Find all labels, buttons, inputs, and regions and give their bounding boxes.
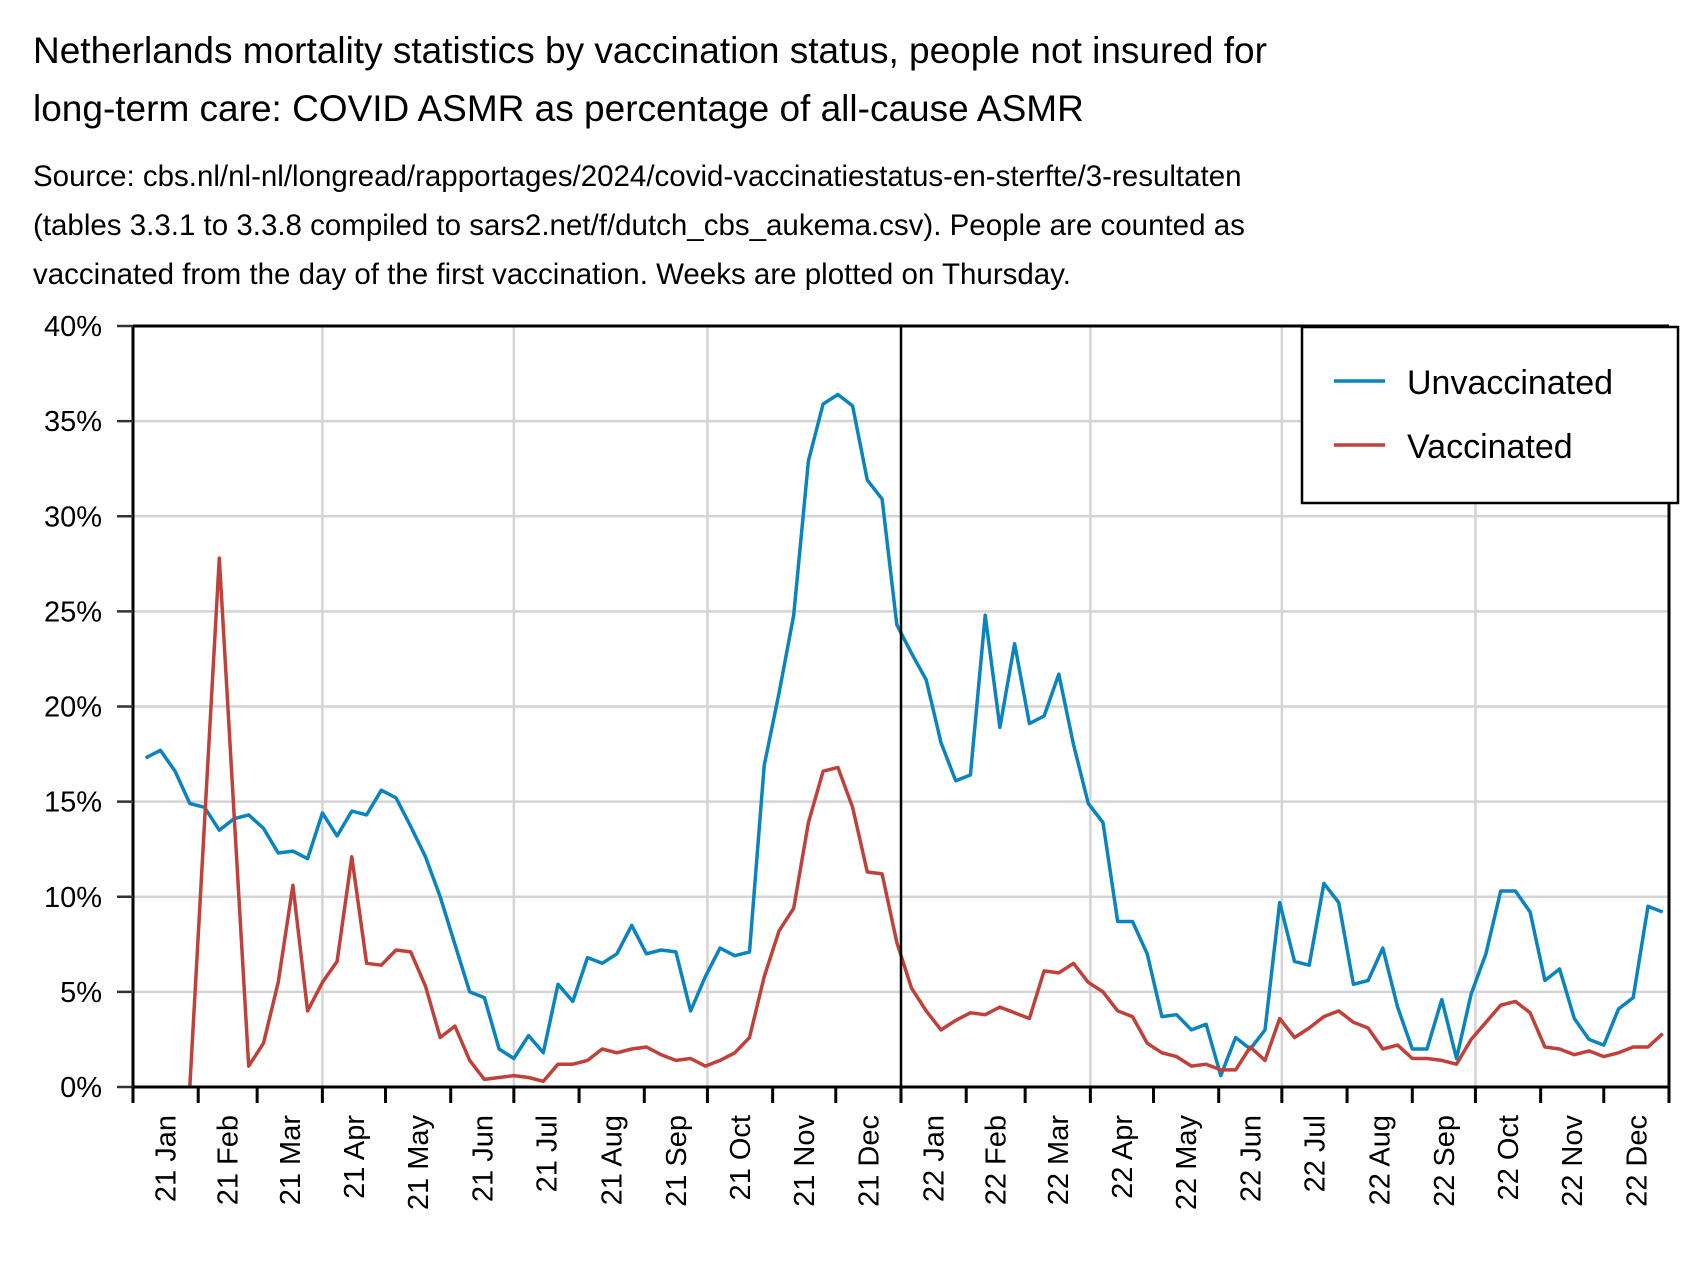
chart-subtitle: Source: cbs.nl/nl-nl/longread/rapportage… <box>33 152 1693 299</box>
chart-title-line: long-term care: COVID ASMR as percentage… <box>33 88 1084 129</box>
x-tick-label: 22 Nov <box>1557 1115 1589 1207</box>
x-tick-label: 21 Jun <box>467 1115 499 1202</box>
y-tick-label: 0% <box>60 1072 102 1104</box>
y-tick-label: 15% <box>44 787 102 819</box>
x-tick-label: 22 May <box>1171 1115 1203 1211</box>
x-tick-label: 21 Jan <box>151 1115 183 1202</box>
y-axis-ticks: 0% 5% 10% 15% 20% 25% 30% 35% 40% <box>44 311 133 1104</box>
legend-label-unvaccinated: Unvaccinated <box>1407 364 1613 402</box>
x-tick-label: 21 Apr <box>339 1115 371 1199</box>
x-tick-label: 22 Oct <box>1493 1115 1525 1200</box>
chart-subtitle-line: vaccinated from the day of the first vac… <box>33 258 1071 291</box>
x-tick-label: 22 Aug <box>1365 1115 1397 1205</box>
legend-label-vaccinated: Vaccinated <box>1407 428 1573 466</box>
x-tick-label: 21 Feb <box>213 1115 245 1205</box>
y-tick-label: 30% <box>44 501 102 533</box>
series-lines <box>144 392 1664 1088</box>
chart-title-line: Netherlands mortality statistics by vacc… <box>33 30 1267 71</box>
x-tick-label: 21 Nov <box>789 1115 821 1207</box>
chart-subtitle-line: (tables 3.3.1 to 3.3.8 compiled to sars2… <box>33 209 1245 242</box>
x-axis-ticks: 21 Jan 21 Feb 21 Mar 21 Apr 21 May 21 Jun 21 J… <box>131 1087 1671 1211</box>
x-tick-label: 22 Mar <box>1043 1115 1075 1206</box>
chart-subtitle-line: Source: cbs.nl/nl-nl/longread/rapportage… <box>33 160 1242 193</box>
y-tick-label: 20% <box>44 692 102 724</box>
series-line-unvaccinated <box>144 392 1664 1078</box>
x-tick-label: 22 Jan <box>919 1115 951 1202</box>
y-tick-label: 40% <box>44 311 102 343</box>
legend: Unvaccinated Vaccinated <box>1300 325 1680 505</box>
x-tick-label: 21 May <box>403 1115 435 1211</box>
y-tick-label: 35% <box>44 406 102 438</box>
series-line-vaccinated <box>188 556 1664 1088</box>
x-tick-label: 22 Feb <box>981 1115 1013 1205</box>
chart-title: Netherlands mortality statistics by vacc… <box>33 22 1693 138</box>
x-tick-label: 22 Apr <box>1107 1115 1139 1199</box>
y-tick-label: 5% <box>60 977 102 1009</box>
x-tick-label: 22 Jun <box>1235 1115 1267 1202</box>
x-tick-label: 22 Sep <box>1429 1115 1461 1207</box>
x-tick-label: 21 Aug <box>597 1115 629 1205</box>
x-tick-label: 21 Mar <box>275 1115 307 1206</box>
x-tick-label: 22 Jul <box>1300 1115 1332 1192</box>
x-tick-label: 21 Jul <box>532 1115 564 1192</box>
x-tick-label: 22 Dec <box>1621 1115 1653 1207</box>
x-tick-label: 21 Dec <box>853 1115 885 1207</box>
y-tick-label: 25% <box>44 596 102 628</box>
x-tick-label: 21 Sep <box>661 1115 693 1207</box>
legend-box <box>1300 325 1680 505</box>
x-tick-label: 21 Oct <box>725 1115 757 1200</box>
y-tick-label: 10% <box>44 882 102 914</box>
